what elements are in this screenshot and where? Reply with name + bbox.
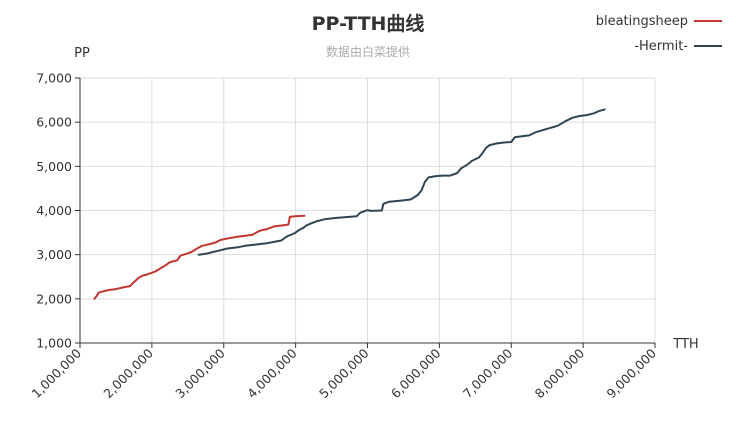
legend-item-bleatingsheep[interactable]: bleatingsheep <box>596 14 722 29</box>
y-axis-label: PP <box>74 46 90 61</box>
x-tick-label: 4,000,000 <box>244 345 300 401</box>
x-tick-label: 6,000,000 <box>388 345 444 401</box>
y-tick-label: 4,000 <box>36 203 72 218</box>
y-tick-label: 1,000 <box>36 336 72 351</box>
x-tick-label: 8,000,000 <box>532 345 588 401</box>
chart-subtitle: 数据由白菜提供 <box>326 44 410 59</box>
legend-label: -Hermit- <box>634 39 688 54</box>
x-tick-label: 3,000,000 <box>172 345 228 401</box>
axes: 1,000,000 2,000,000 3,000,000 4,000,000 5,00… <box>29 71 660 402</box>
series-line-hermit <box>197 108 606 256</box>
series-line-bleatingsheep <box>93 214 306 300</box>
x-tick-label: 7,000,000 <box>460 345 516 401</box>
x-axis-label: TTH <box>672 337 698 352</box>
y-tick-label: 3,000 <box>36 247 72 262</box>
chart-title: PP-TTH曲线 <box>312 12 425 35</box>
legend-item-hermit[interactable]: -Hermit- <box>634 39 722 54</box>
x-tick-label: 5,000,000 <box>316 345 372 401</box>
legend-label: bleatingsheep <box>596 14 688 29</box>
y-tick-label: 2,000 <box>36 291 72 306</box>
y-tick-label: 6,000 <box>36 115 72 130</box>
x-tick-label: 1,000,000 <box>29 345 85 401</box>
legend[interactable]: bleatingsheep -Hermit- <box>596 14 722 54</box>
y-tick-label: 5,000 <box>36 159 72 174</box>
series-lines <box>93 108 606 300</box>
y-tick-label: 7,000 <box>36 71 72 86</box>
x-tick-label: 2,000,000 <box>100 345 156 401</box>
x-tick-label: 9,000,000 <box>604 345 660 401</box>
